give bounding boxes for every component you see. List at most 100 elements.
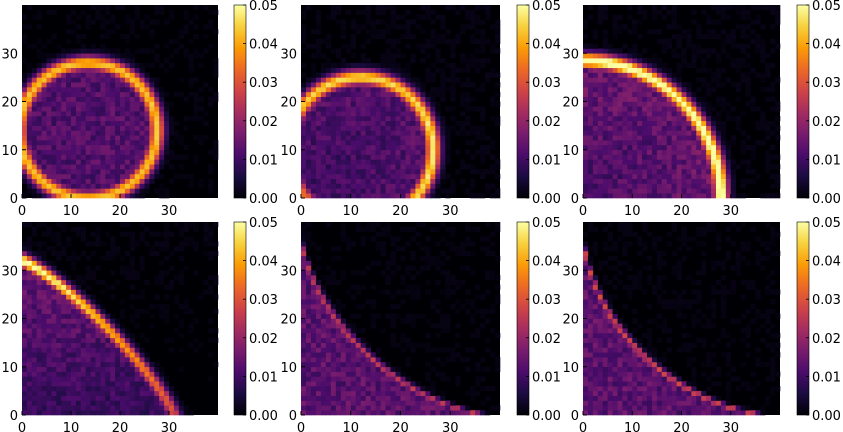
heatmap-cell [637, 159, 643, 165]
heatmap-cell [213, 96, 219, 102]
heatmap-cell [380, 188, 386, 194]
heatmap-cell [420, 410, 426, 416]
heatmap-cell [26, 405, 33, 411]
heatmap-cell [480, 154, 486, 160]
heatmap-cell [470, 125, 476, 131]
heatmap-cell [26, 347, 33, 353]
heatmap-cell [61, 154, 67, 160]
heatmap-cell [56, 169, 62, 175]
heatmap-cell [71, 390, 77, 397]
heatmap-cell [80, 342, 86, 348]
heatmap-cell [375, 62, 381, 69]
heatmap-cell [198, 140, 204, 146]
heatmap-cell [124, 120, 131, 126]
heatmap-cell [120, 169, 126, 175]
heatmap-cell [775, 164, 781, 170]
heatmap-cell [405, 390, 411, 397]
heatmap-cell [41, 410, 47, 416]
heatmap-cell [607, 154, 613, 160]
heatmap-cell [607, 96, 613, 102]
heatmap-cell [651, 58, 658, 64]
heatmap-cell [90, 178, 96, 184]
heatmap-cell [105, 352, 111, 358]
heatmap-cell [587, 77, 594, 83]
heatmap-cell [203, 111, 209, 117]
heatmap-cell [435, 38, 441, 44]
heatmap-cell [315, 159, 322, 165]
heatmap-cell [80, 169, 86, 175]
heatmap-cell [775, 183, 781, 189]
colorbar-tick-label: 0.04 [812, 38, 841, 53]
heatmap-cell [355, 111, 361, 117]
heatmap-cell [612, 111, 618, 117]
heatmap-cell [41, 154, 47, 160]
heatmap-cell [435, 58, 441, 64]
heatmap-cell [622, 159, 628, 165]
heatmap-cell [676, 173, 682, 180]
heatmap-cell [315, 405, 322, 411]
heatmap-cell [465, 308, 471, 314]
heatmap-cell [56, 125, 62, 131]
heatmap-cell [61, 82, 67, 88]
heatmap-cell [124, 87, 131, 93]
heatmap-cell [450, 405, 456, 411]
heatmap-cell [149, 106, 155, 112]
heatmap-cell [696, 106, 702, 112]
heatmap-cell [310, 154, 317, 160]
heatmap-cell [208, 275, 214, 281]
heatmap-cell [375, 91, 381, 97]
heatmap-cell [395, 366, 401, 372]
heatmap-cell [178, 43, 184, 49]
heatmap-cell [335, 188, 342, 194]
heatmap-cell [129, 294, 135, 300]
heatmap-cell [485, 337, 491, 343]
heatmap-cell [725, 183, 732, 189]
heatmap-cell [430, 87, 436, 93]
heatmap-cell [320, 366, 327, 372]
heatmap-cell [475, 410, 481, 416]
heatmap-cell [420, 96, 426, 102]
heatmap-cell [642, 115, 648, 122]
heatmap-cell [26, 342, 33, 348]
heatmap-cell [31, 390, 37, 397]
heatmap-cell [100, 376, 106, 382]
heatmap-cell [310, 308, 317, 314]
heatmap-cell [465, 9, 471, 15]
heatmap-cell [495, 120, 501, 126]
heatmap-cell [149, 33, 155, 40]
heatmap-cell [410, 400, 416, 406]
heatmap-cell [66, 313, 72, 319]
heatmap-cell [380, 125, 386, 131]
heatmap-cell [612, 24, 618, 30]
heatmap-cell [66, 144, 72, 151]
heatmap-cell [36, 140, 42, 146]
heatmap-cell [139, 193, 145, 199]
heatmap-cell [22, 169, 28, 175]
heatmap-cell [425, 72, 431, 78]
heatmap-cell [139, 169, 145, 175]
heatmap-cell [46, 91, 52, 97]
heatmap-cell [31, 188, 37, 194]
heatmap-cell [583, 53, 589, 59]
heatmap-cell [100, 149, 106, 155]
heatmap-cell [100, 169, 106, 175]
heatmap-cell [686, 125, 692, 131]
heatmap-cell [400, 332, 406, 339]
heatmap-cell [701, 115, 707, 122]
heatmap-cell [95, 120, 101, 126]
heatmap-cell [315, 318, 322, 324]
heatmap-cell [85, 173, 91, 180]
heatmap-cell [661, 38, 668, 44]
heatmap-cell [75, 135, 82, 141]
heatmap-cell [139, 140, 145, 146]
heatmap-cell [592, 173, 599, 180]
heatmap-cell [159, 111, 165, 117]
heatmap-cell [335, 304, 342, 310]
heatmap-cell [154, 130, 160, 136]
heatmap-cell [597, 72, 603, 78]
heatmap-cell [75, 313, 82, 319]
heatmap-cell [622, 130, 628, 136]
heatmap-cell [450, 96, 456, 102]
heatmap-cell [390, 106, 396, 112]
heatmap-cell [115, 120, 121, 126]
